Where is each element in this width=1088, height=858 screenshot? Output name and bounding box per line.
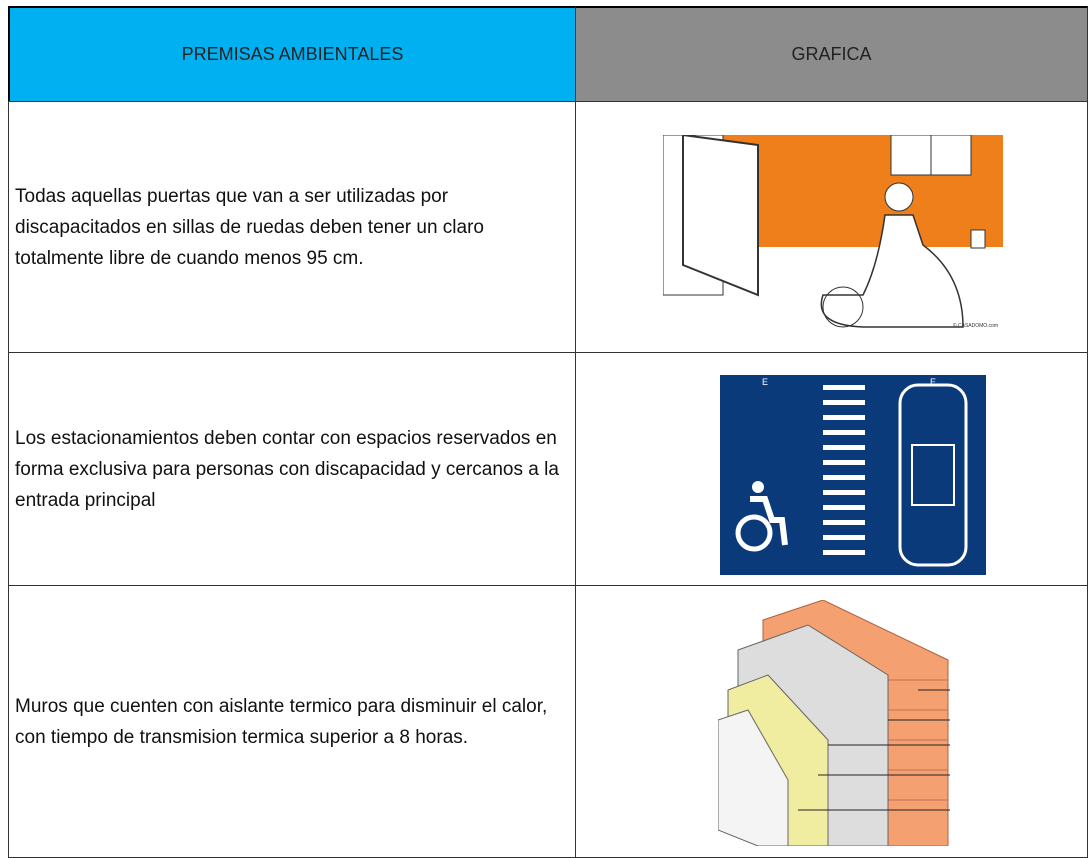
header-cell: PREMISAS AMBIENTALES (8, 6, 576, 102)
header-cell: GRAFICA (575, 6, 1088, 102)
text-cell: Muros que cuenten con aislante termico p… (8, 585, 576, 858)
parking-illustration: E E (720, 375, 986, 575)
sign-label: E (762, 377, 768, 387)
text-cell: Todas aquellas puertas que van a ser uti… (8, 101, 576, 353)
text-cell: Los estacionamientos deben contar con es… (8, 352, 576, 586)
sign-label: E (930, 377, 936, 387)
watermark: © CASADOMO.com (953, 322, 998, 329)
wall-illustration (718, 600, 950, 846)
door-illustration: © CASADOMO.com (663, 135, 1003, 329)
